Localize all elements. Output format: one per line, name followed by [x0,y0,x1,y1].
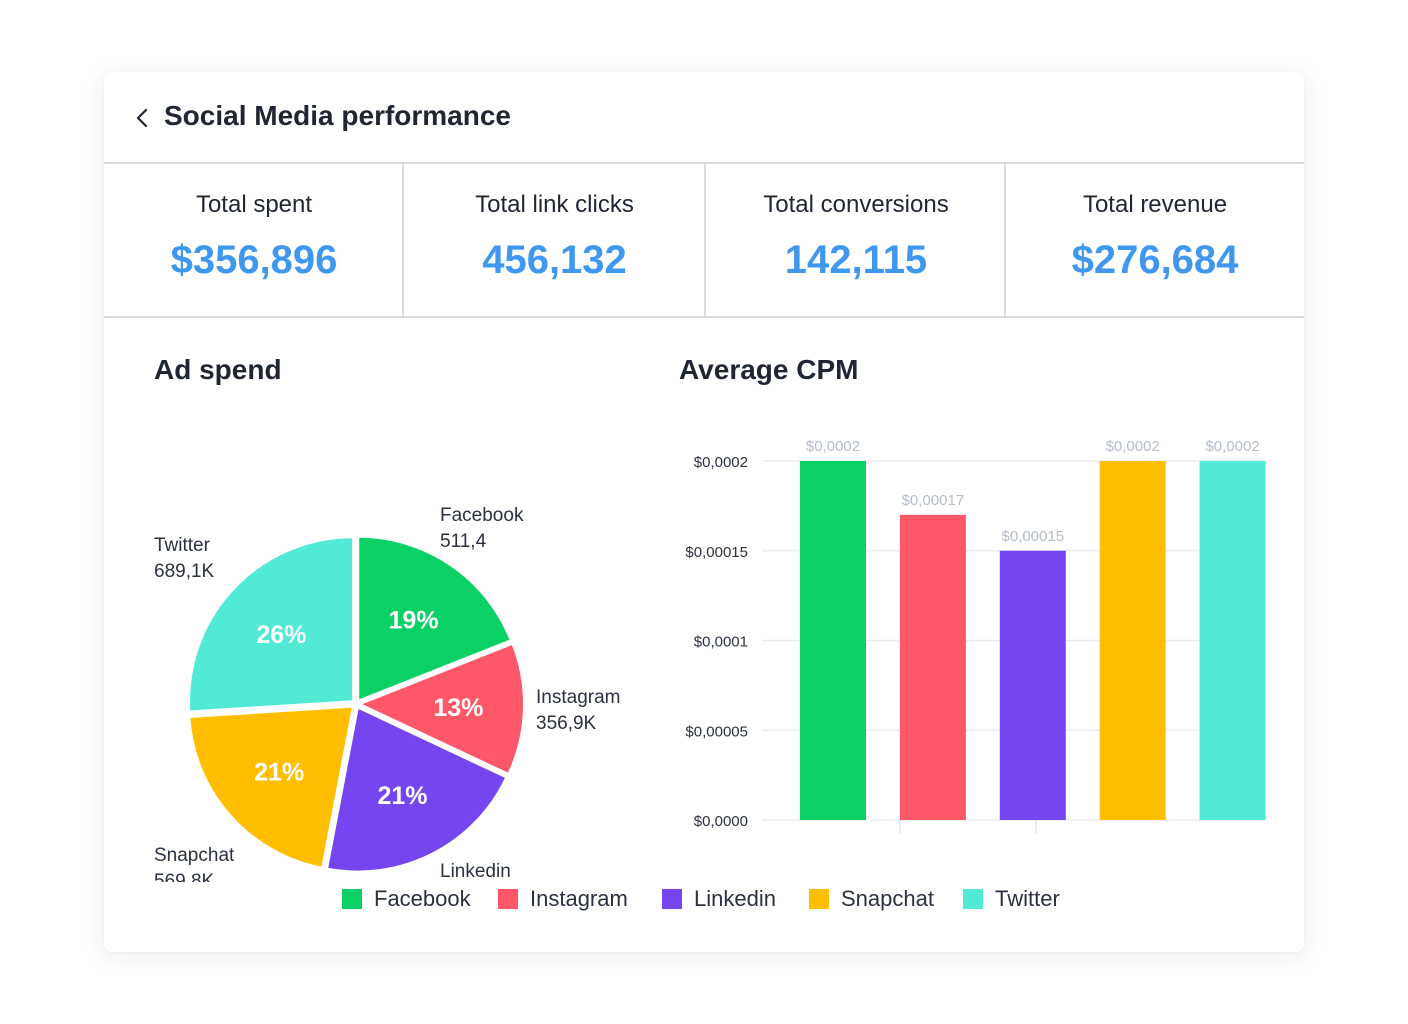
pie-value-label-instagram: 356,9K [536,713,597,734]
chevron-left-icon [136,108,148,128]
back-button[interactable] [132,105,154,131]
bar-facebook[interactable] [800,461,866,820]
stat-label: Total spent [195,191,313,218]
pie-slice-twitter[interactable] [188,536,355,713]
header: Social Media performance [104,72,1304,164]
stat-label: Total conversions [763,191,949,218]
stat-label: Total revenue [1082,191,1228,218]
stat-value: 456,132 [482,238,627,282]
legend-label: Linkedin [694,886,776,911]
legend-swatch [963,889,983,909]
bar-value-label-instagram: $0,00017 [902,492,965,509]
stat-label: Total link clicks [475,191,634,218]
average-cpm-title: Average CPM [679,354,859,385]
pie-value-label-twitter: 689,1K [154,561,215,582]
pie-category-label-twitter: Twitter [154,535,211,556]
bar-value-label-facebook: $0,0002 [806,438,860,455]
legend-swatch [662,889,682,909]
y-tick-label: $0,00005 [685,723,748,740]
legend-item-linkedin[interactable]: Linkedin [662,878,776,920]
bar-twitter[interactable] [1199,461,1266,820]
legend-swatch [498,889,518,909]
legend-item-twitter[interactable]: Twitter [963,878,1060,920]
y-tick-label: $0,00015 [685,544,748,561]
pie-slice-snapchat[interactable] [188,705,355,869]
bar-instagram[interactable] [899,514,966,820]
pie-slice-linkedin[interactable] [325,706,508,873]
y-tick-label: $0,0002 [694,454,748,471]
bar-linkedin[interactable] [999,550,1066,820]
pie-slice-facebook[interactable] [357,535,513,703]
stat-value: 142,115 [784,238,928,282]
bar-value-label-linkedin: $0,00015 [1002,528,1065,545]
page-title: Social Media performance [164,100,512,131]
pie-category-label-facebook: Facebook [440,505,524,526]
pie-percent-label-linkedin: 21% [377,782,427,810]
legend-label: Snapchat [841,886,934,911]
legend-item-facebook[interactable]: Facebook [342,878,471,920]
pie-percent-label-snapchat: 21% [254,759,304,787]
stat-value: $356,896 [170,238,338,282]
stat-total-spent: Total spent $356,896 [104,164,404,316]
legend-label: Instagram [530,886,628,911]
pie-category-label-snapchat: Snapchat [154,845,235,866]
y-tick-label: $0,0000 [694,813,748,830]
dashboard-card: Social Media performance Total spent $35… [104,72,1304,952]
bar-snapchat[interactable] [1099,461,1166,820]
pie-category-label-instagram: Instagram [536,687,620,708]
average-cpm-bar-chart: $0,0000 $0,00005 $0,0001 $0,00015 $0,0002 $0,… [685,438,1266,834]
pie-value-label-snapchat: 569,8K [154,871,215,882]
stat-total-revenue: Total revenue $276,684 [1004,164,1304,316]
bar-value-label-snapchat: $0,0002 [1106,438,1160,455]
pie-slice-instagram[interactable] [357,642,525,776]
ad-spend-pie-chart: 19% Facebook 511,4 13% Instagram 356,9K 21% Lin… [154,505,620,882]
stat-total-conversions: Total conversions 142,115 [704,164,1006,316]
pie-value-label-facebook: 511,4 [440,531,487,552]
pie-percent-label-facebook: 19% [389,606,439,634]
bar-value-label-twitter: $0,0002 [1205,438,1259,455]
legend-swatch [342,889,362,909]
legend-item-instagram[interactable]: Instagram [498,878,628,920]
ad-spend-title: Ad spend [154,354,282,385]
pie-percent-label-twitter: 26% [256,621,306,649]
legend-label: Facebook [374,886,471,911]
y-tick-label: $0,0001 [694,634,748,651]
stats-row: Total spent $356,896 Total link clicks 4… [104,164,1304,318]
pie-category-label-linkedin: Linkedin [440,861,511,882]
stat-value: $276,684 [1071,238,1239,282]
legend-item-snapchat[interactable]: Snapchat [809,878,934,920]
chart-legend: Facebook Instagram Linkedin Snapchat Twitter [104,878,1304,920]
stat-total-link-clicks: Total link clicks 456,132 [402,164,705,316]
pie-percent-label-instagram: 13% [433,694,483,722]
legend-swatch [809,889,829,909]
legend-label: Twitter [995,886,1060,911]
